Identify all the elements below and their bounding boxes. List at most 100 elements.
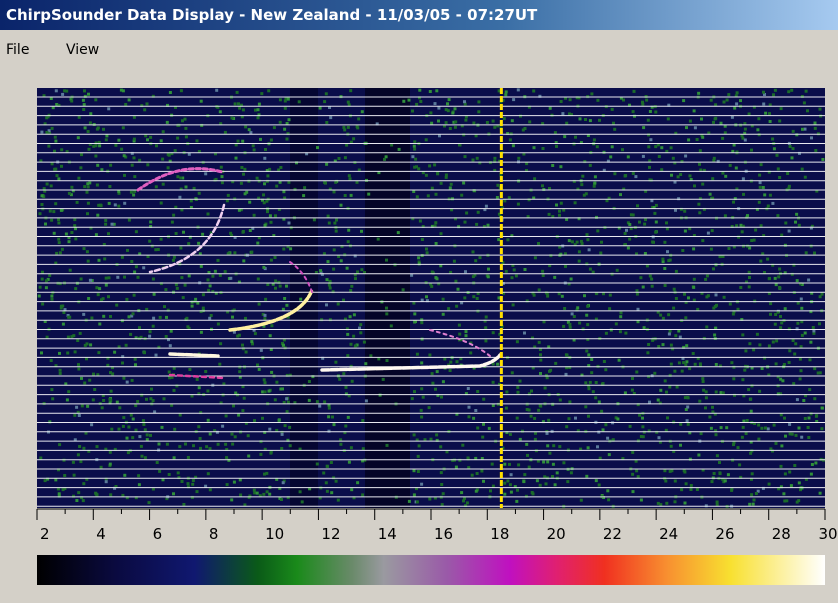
noise-pixel — [661, 258, 664, 261]
noise-pixel — [598, 484, 601, 487]
noise-pixel — [552, 444, 555, 447]
noise-pixel — [681, 370, 684, 373]
noise-pixel — [778, 286, 781, 289]
noise-pixel — [326, 465, 329, 468]
noise-pixel — [160, 238, 163, 241]
noise-pixel — [326, 278, 329, 281]
noise-pixel — [539, 359, 542, 362]
noise-pixel — [350, 194, 353, 197]
noise-pixel — [191, 305, 194, 308]
noise-pixel — [809, 341, 812, 344]
noise-pixel — [702, 380, 705, 383]
noise-pixel — [269, 452, 272, 455]
noise-pixel — [693, 184, 696, 187]
noise-pixel — [319, 269, 322, 272]
noise-pixel — [126, 437, 129, 440]
noise-pixel — [140, 445, 143, 448]
noise-pixel — [705, 390, 708, 393]
noise-pixel — [460, 194, 463, 197]
noise-pixel — [774, 323, 777, 326]
noise-pixel — [361, 419, 364, 422]
noise-pixel — [716, 501, 719, 504]
noise-pixel — [265, 200, 268, 203]
noise-pixel — [86, 250, 89, 253]
noise-pixel — [511, 371, 514, 374]
noise-pixel — [163, 397, 166, 400]
noise-pixel — [283, 297, 286, 300]
noise-pixel — [472, 250, 475, 253]
noise-pixel — [571, 240, 574, 243]
noise-pixel — [150, 388, 153, 391]
noise-pixel — [204, 172, 207, 175]
noise-pixel — [560, 100, 563, 103]
noise-pixel — [411, 155, 414, 158]
noise-pixel — [184, 284, 187, 287]
noise-pixel — [217, 323, 220, 326]
noise-pixel — [67, 390, 70, 393]
noise-pixel — [454, 126, 457, 129]
noise-pixel — [237, 414, 240, 417]
noise-pixel — [698, 400, 701, 403]
noise-pixel — [353, 313, 356, 316]
noise-pixel — [347, 229, 350, 232]
noise-pixel — [235, 157, 238, 160]
noise-pixel — [198, 386, 201, 389]
noise-pixel — [118, 428, 121, 431]
noise-pixel — [632, 490, 635, 493]
noise-pixel — [95, 286, 98, 289]
noise-pixel — [713, 157, 716, 160]
noise-pixel — [528, 466, 531, 469]
noise-pixel — [274, 214, 277, 217]
noise-pixel — [628, 238, 631, 241]
noise-pixel — [176, 137, 179, 140]
noise-pixel — [467, 387, 470, 390]
noise-pixel — [63, 474, 66, 477]
noise-pixel — [89, 112, 92, 115]
noise-pixel — [771, 202, 774, 205]
noise-pixel — [632, 110, 635, 113]
noise-pixel — [584, 405, 587, 408]
noise-pixel — [509, 433, 512, 436]
noise-pixel — [281, 433, 284, 436]
noise-pixel — [756, 333, 759, 336]
noise-pixel — [127, 426, 130, 429]
noise-pixel — [608, 307, 611, 310]
noise-pixel — [105, 138, 108, 141]
noise-pixel — [126, 249, 129, 252]
noise-pixel — [593, 182, 596, 185]
noise-pixel — [83, 185, 86, 188]
noise-pixel — [739, 99, 742, 102]
noise-pixel — [362, 447, 365, 450]
noise-pixel — [594, 396, 597, 399]
noise-pixel — [537, 242, 540, 245]
noise-pixel — [615, 322, 618, 325]
noise-pixel — [197, 242, 200, 245]
noise-pixel — [282, 248, 285, 251]
noise-pixel — [679, 336, 682, 339]
noise-pixel — [771, 138, 774, 141]
noise-pixel — [98, 287, 101, 290]
noise-pixel — [390, 324, 393, 327]
noise-pixel — [338, 378, 341, 381]
noise-pixel — [664, 480, 667, 483]
noise-pixel — [129, 333, 132, 336]
noise-pixel — [77, 136, 80, 139]
noise-pixel — [753, 239, 756, 242]
noise-pixel — [516, 386, 519, 389]
noise-pixel — [788, 230, 791, 233]
noise-pixel — [780, 444, 783, 447]
noise-pixel — [769, 313, 772, 316]
noise-pixel — [383, 158, 386, 161]
noise-pixel — [697, 92, 700, 95]
noise-pixel — [814, 122, 817, 125]
noise-pixel — [767, 427, 770, 430]
noise-pixel — [517, 463, 520, 466]
noise-pixel — [45, 279, 48, 282]
noise-pixel — [512, 144, 515, 147]
noise-pixel — [587, 446, 590, 449]
noise-pixel — [480, 470, 483, 473]
noise-pixel — [188, 274, 191, 277]
noise-pixel — [657, 399, 660, 402]
noise-pixel — [604, 368, 607, 371]
noise-pixel — [534, 256, 537, 259]
